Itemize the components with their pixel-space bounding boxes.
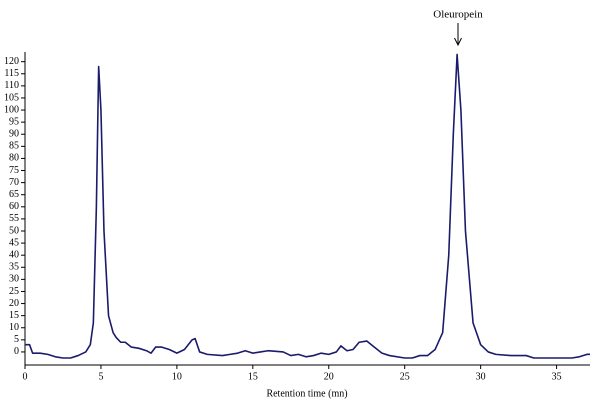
y-tick-label: 120: [4, 56, 19, 67]
y-tick-label: 45: [9, 237, 19, 248]
y-tick-label: 85: [9, 141, 19, 152]
y-tick-label: 105: [4, 92, 19, 103]
y-tick-label: 60: [9, 201, 19, 212]
y-tick-label: 50: [9, 225, 19, 236]
y-tick-label: 70: [9, 177, 19, 188]
y-tick-label: 40: [9, 249, 19, 260]
y-tick-label: 80: [9, 153, 19, 164]
y-tick-label: 35: [9, 262, 19, 273]
y-tick-label: 90: [9, 129, 19, 140]
y-tick-label: 100: [4, 104, 19, 115]
x-tick-label: 10: [172, 371, 182, 382]
chromatogram-line: [25, 53, 590, 359]
y-tick-label: 55: [9, 213, 19, 224]
annotation: Oleuropein: [433, 9, 483, 21]
x-tick-label: 35: [552, 371, 562, 382]
y-tick-label: 75: [9, 165, 19, 176]
y-tick-label: 20: [9, 298, 19, 309]
y-tick-label: 110: [4, 80, 19, 91]
y-tick-label: 115: [4, 68, 19, 79]
y-tick-label: 0: [14, 346, 19, 357]
x-tick-label: 15: [248, 371, 258, 382]
x-tick-label: 20: [324, 371, 334, 382]
y-tick-label: 15: [9, 310, 19, 321]
y-tick-label: 30: [9, 274, 19, 285]
annotation-arrow: [454, 23, 462, 47]
x-tick-label: 25: [400, 371, 410, 382]
y-tick-label: 5: [14, 334, 19, 345]
x-tick-label: 5: [98, 371, 103, 382]
x-axis-label: Retention time (mn): [266, 388, 347, 399]
y-tick-label: 65: [9, 189, 19, 200]
y-tick-label: 95: [9, 116, 19, 127]
x-tick-label: 30: [476, 371, 486, 382]
y-tick-label: 25: [9, 286, 19, 297]
x-tick-label: 0: [23, 371, 28, 382]
y-tick-label: 10: [9, 322, 19, 333]
